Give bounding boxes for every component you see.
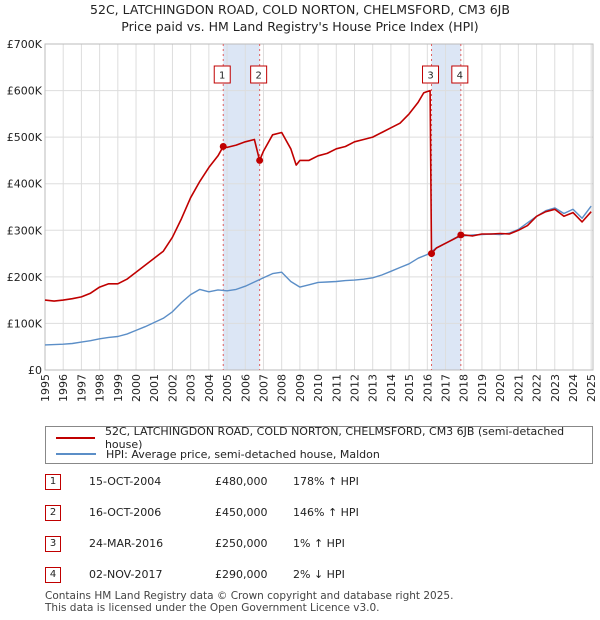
x-tick-label: 1995 bbox=[39, 374, 52, 402]
sale-price: £450,000 bbox=[215, 506, 268, 519]
table-row: 4 02-NOV-2017 £290,000 2% ↓ HPI bbox=[45, 567, 465, 585]
sale-marker-box bbox=[213, 65, 231, 84]
table-row: 3 24-MAR-2016 £250,000 1% ↑ HPI bbox=[45, 536, 465, 554]
sale-badge: 2 bbox=[45, 505, 61, 521]
sale-point bbox=[256, 156, 264, 164]
ownership-band bbox=[223, 44, 260, 370]
legend-item-hpi: HPI: Average price, semi-detached house,… bbox=[56, 446, 380, 462]
x-tick-label: 2018 bbox=[458, 374, 471, 402]
sale-hpi-change: 1% ↑ HPI bbox=[293, 537, 345, 550]
sale-price: £480,000 bbox=[215, 475, 268, 488]
sale-marker-label: 3 bbox=[427, 71, 433, 82]
x-tick-label: 2013 bbox=[367, 374, 380, 402]
y-tick-label: £600K bbox=[7, 85, 43, 98]
sale-marker-label: 4 bbox=[457, 71, 463, 82]
sale-badge: 4 bbox=[45, 567, 61, 583]
sale-marker-box bbox=[451, 65, 469, 84]
x-tick-label: 1996 bbox=[57, 374, 70, 402]
sale-marker-label: 1 bbox=[219, 71, 225, 82]
legend-label-property: 52C, LATCHINGDON ROAD, COLD NORTON, CHEL… bbox=[104, 425, 565, 451]
plot-frame bbox=[44, 43, 594, 371]
sale-marker-label: 2 bbox=[255, 71, 261, 82]
x-tick-label: 2009 bbox=[294, 374, 307, 402]
sale-date: 16-OCT-2006 bbox=[89, 506, 162, 519]
x-tick-label: 2016 bbox=[421, 374, 434, 402]
legend-label-hpi: HPI: Average price, semi-detached house,… bbox=[106, 447, 380, 461]
legend-item-property: 52C, LATCHINGDON ROAD, COLD NORTON, CHEL… bbox=[56, 425, 592, 451]
x-tick-label: 2024 bbox=[567, 374, 580, 402]
x-tick-label: 2007 bbox=[257, 374, 270, 402]
sale-badge: 3 bbox=[45, 536, 61, 552]
sale-point bbox=[457, 231, 465, 239]
footer-licence: This data is licensed under the Open Gov… bbox=[45, 602, 380, 614]
footer: Contains HM Land Registry data © Crown c… bbox=[45, 590, 453, 614]
sale-date: 15-OCT-2004 bbox=[89, 475, 162, 488]
ownership-band bbox=[431, 44, 461, 370]
x-tick-label: 2015 bbox=[403, 374, 416, 402]
y-tick-label: £300K bbox=[7, 224, 43, 237]
property-price-line bbox=[44, 89, 592, 302]
x-tick-label: 2019 bbox=[476, 374, 489, 402]
x-tick-label: 2006 bbox=[239, 374, 252, 402]
x-tick-label: 2025 bbox=[585, 374, 598, 402]
sale-point bbox=[428, 250, 436, 258]
sale-hpi-change: 178% ↑ HPI bbox=[293, 475, 359, 488]
y-tick-label: £200K bbox=[7, 271, 43, 284]
x-tick-label: 2020 bbox=[494, 374, 507, 402]
y-tick-label: £100K bbox=[7, 317, 43, 330]
x-tick-label: 2014 bbox=[385, 374, 398, 402]
price-chart: 1 2 3 4 £0 £100K £200K £300K £400K £500K £600K £70… bbox=[7, 38, 598, 402]
x-tick-label: 1997 bbox=[75, 374, 88, 402]
hpi-line bbox=[44, 205, 592, 346]
sale-hpi-change: 2% ↓ HPI bbox=[293, 568, 345, 581]
x-tick-label: 2017 bbox=[440, 374, 453, 402]
chart-subtitle: Price paid vs. HM Land Registry's House … bbox=[121, 19, 479, 34]
x-tick-label: 2004 bbox=[203, 374, 216, 402]
y-tick-label: £500K bbox=[7, 131, 43, 144]
x-tick-label: 2002 bbox=[166, 374, 179, 402]
sale-date: 02-NOV-2017 bbox=[89, 568, 163, 581]
x-tick-label: 2010 bbox=[312, 374, 325, 402]
sale-hpi-change: 146% ↑ HPI bbox=[293, 506, 359, 519]
x-tick-label: 1999 bbox=[112, 374, 125, 402]
sale-price: £250,000 bbox=[215, 537, 268, 550]
table-row: 1 15-OCT-2004 £480,000 178% ↑ HPI bbox=[45, 474, 465, 492]
sale-marker-box bbox=[422, 65, 440, 84]
sale-point bbox=[219, 142, 227, 150]
y-tick-label: £700K bbox=[7, 38, 43, 51]
x-tick-label: 2012 bbox=[349, 374, 362, 402]
x-tick-label: 2003 bbox=[185, 374, 198, 402]
footer-copyright: Contains HM Land Registry data © Crown c… bbox=[45, 590, 454, 602]
sale-date: 24-MAR-2016 bbox=[89, 537, 164, 550]
x-tick-label: 2001 bbox=[148, 374, 161, 402]
chart-legend: 52C, LATCHINGDON ROAD, COLD NORTON, CHEL… bbox=[45, 425, 593, 464]
x-tick-label: 2022 bbox=[531, 374, 544, 402]
x-tick-label: 1998 bbox=[94, 374, 107, 402]
x-tick-label: 2000 bbox=[130, 374, 143, 402]
table-row: 2 16-OCT-2006 £450,000 146% ↑ HPI bbox=[45, 505, 465, 523]
sale-marker-box bbox=[250, 65, 268, 84]
sale-badge: 1 bbox=[45, 474, 61, 490]
x-tick-label: 2021 bbox=[512, 374, 525, 402]
y-tick-label: £0 bbox=[28, 364, 42, 377]
x-tick-label: 2005 bbox=[221, 374, 234, 402]
x-tick-label: 2023 bbox=[549, 374, 562, 402]
x-tick-label: 2008 bbox=[276, 374, 289, 402]
y-tick-label: £400K bbox=[7, 178, 43, 191]
sale-price: £290,000 bbox=[215, 568, 268, 581]
x-tick-label: 2011 bbox=[330, 374, 343, 402]
chart-title: 52C, LATCHINGDON ROAD, COLD NORTON, CHEL… bbox=[90, 2, 510, 17]
legend-swatch-hpi bbox=[56, 453, 96, 455]
legend-swatch-property bbox=[56, 437, 95, 439]
